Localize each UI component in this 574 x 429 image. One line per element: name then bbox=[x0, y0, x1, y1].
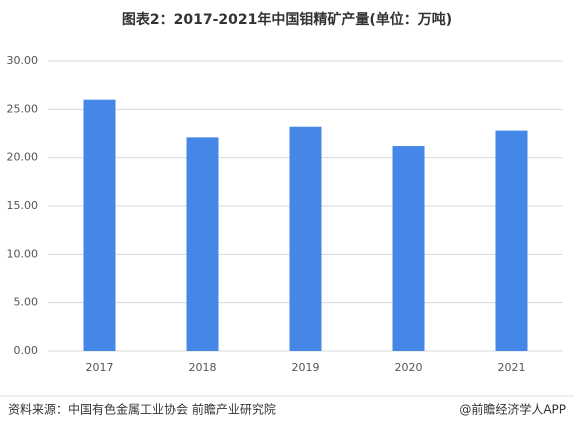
x-tick-label: 2019 bbox=[292, 361, 320, 374]
x-tick-label: 2018 bbox=[189, 361, 217, 374]
y-tick-label: 25.00 bbox=[7, 102, 39, 115]
source: 资料来源：中国有色金属工业协会 前瞻产业研究院 bbox=[8, 402, 276, 417]
bar bbox=[289, 126, 322, 351]
x-tick-label: 2017 bbox=[86, 361, 114, 374]
y-tick-label: 10.00 bbox=[7, 247, 39, 260]
bar bbox=[392, 146, 425, 351]
y-tick-label: 20.00 bbox=[7, 151, 39, 164]
chart-title: 图表2：2017-2021年中国钼精矿产量(单位：万吨) bbox=[122, 11, 452, 28]
y-tick-label: 15.00 bbox=[7, 199, 39, 212]
x-tick-label: 2020 bbox=[395, 361, 423, 374]
y-tick-label: 30.00 bbox=[7, 54, 39, 67]
bar bbox=[495, 130, 528, 351]
x-tick-label: 2021 bbox=[498, 361, 526, 374]
bar bbox=[186, 137, 219, 351]
y-tick-label: 0.00 bbox=[14, 344, 39, 357]
credit: @前瞻经济学人APP bbox=[459, 402, 566, 417]
y-tick-label: 5.00 bbox=[14, 296, 39, 309]
bar bbox=[83, 99, 116, 352]
